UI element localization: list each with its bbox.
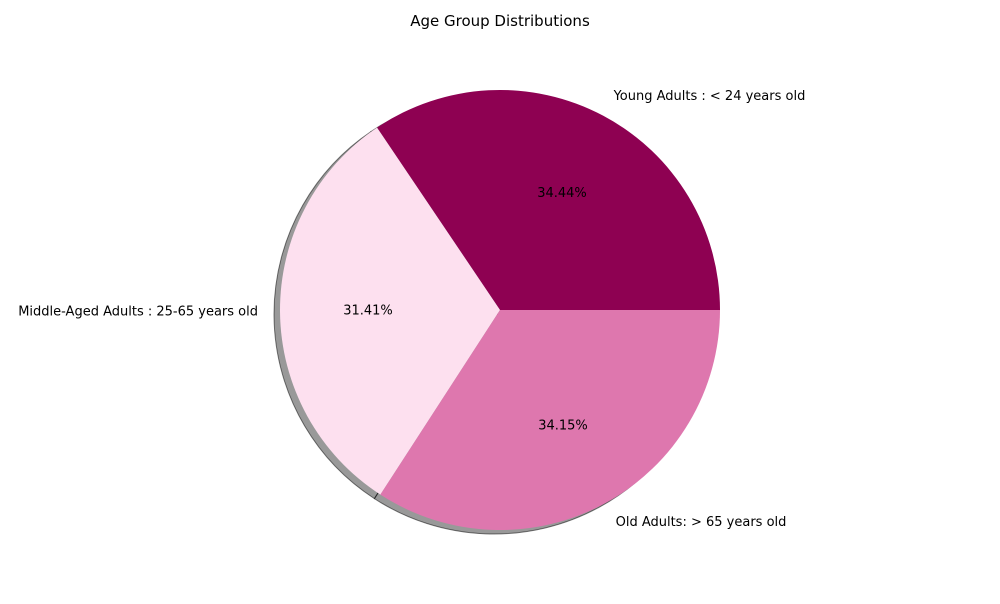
slice-percent-label: 31.41% xyxy=(343,304,393,319)
slice-percent-label: 34.44% xyxy=(537,186,587,201)
slice-label: Old Adults: > 65 years old xyxy=(616,515,787,530)
pie-slice xyxy=(380,310,720,530)
slice-label: Middle-Aged Adults : 25-65 years old xyxy=(18,305,258,320)
pie-labels: Young Adults : < 24 years old 34.44% Middl… xyxy=(18,89,805,530)
pie-slice xyxy=(280,127,500,495)
pie-slices xyxy=(280,90,720,530)
chart-title: Age Group Distributions xyxy=(410,12,590,30)
slice-percent-label: 34.15% xyxy=(538,419,588,434)
slice-label: Young Adults : < 24 years old xyxy=(613,89,806,104)
pie-slice xyxy=(377,90,720,311)
